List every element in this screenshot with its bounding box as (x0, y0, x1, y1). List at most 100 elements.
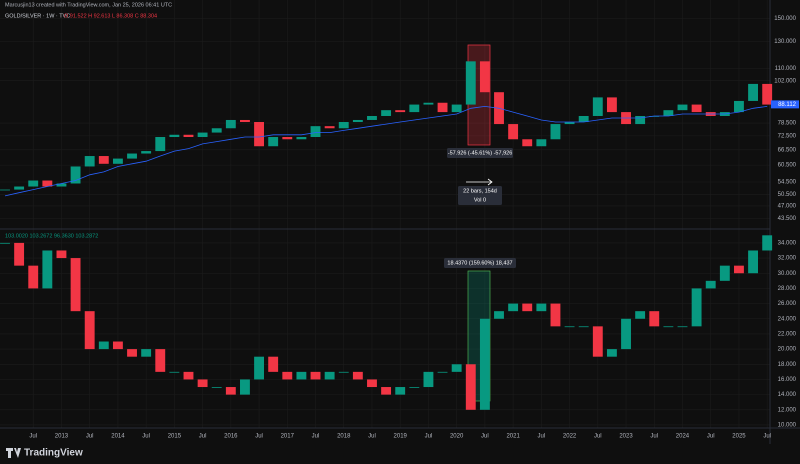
candle (578, 115, 589, 123)
candle (621, 318, 631, 350)
y-tick-label: 10.000 (778, 423, 797, 429)
indicator-values: 103.0020 103.2672 96.3630 103.2872 (5, 233, 98, 239)
candle (508, 303, 519, 312)
x-tick-label: 2014 (111, 434, 125, 440)
y-tick-label: 18.000 (778, 362, 797, 368)
candle (225, 387, 236, 395)
candle (84, 311, 95, 350)
ohlc: O 91.522 H 92.613 L 86.308 C 88.304 (64, 13, 157, 19)
candle (423, 371, 434, 388)
y-tick-label: 28.000 (778, 286, 797, 292)
candle (734, 265, 744, 274)
candle (352, 119, 363, 123)
x-tick-label: 2025 (732, 434, 746, 440)
candle (56, 250, 67, 259)
candle (268, 137, 279, 147)
y-tick-label: 30.000 (778, 271, 797, 277)
x-tick-label: 2013 (55, 434, 69, 440)
candle (112, 158, 123, 164)
candle (296, 137, 307, 140)
candle (677, 326, 688, 328)
candle (592, 97, 603, 116)
candle (550, 124, 561, 140)
x-tick-label: Jul (594, 434, 602, 440)
candle (409, 104, 420, 113)
candle (338, 371, 349, 373)
y-tick-label: 54.500 (778, 180, 797, 186)
x-tick-label: Jul (650, 434, 658, 440)
candle (536, 303, 547, 312)
y-tick-label: 26.000 (778, 301, 797, 307)
candle (254, 122, 264, 147)
candle (225, 119, 236, 129)
candle (649, 311, 660, 327)
candle (169, 134, 180, 138)
candle (352, 371, 363, 380)
candle (282, 371, 293, 380)
candle (240, 119, 250, 123)
candle (211, 387, 222, 388)
price-tag (771, 100, 799, 109)
candle (494, 311, 504, 319)
candle (127, 349, 137, 357)
candle (141, 349, 152, 357)
y-tick-label: 32.000 (778, 256, 797, 262)
x-tick-label: Jul (481, 434, 489, 440)
y-tick-label: 22.000 (778, 332, 797, 338)
logo (6, 448, 21, 458)
candle (691, 288, 702, 327)
candle (479, 61, 490, 93)
y-tick-label: 110.000 (775, 66, 797, 72)
candle (98, 341, 109, 350)
candle (310, 126, 321, 138)
symbol: GOLD/SILVER · 1W · TVC (5, 13, 70, 19)
x-tick-label: 2022 (563, 434, 577, 440)
candle (367, 115, 377, 120)
y-tick-label: 20.000 (778, 347, 797, 353)
candle (169, 371, 180, 373)
x-tick-label: 2018 (337, 434, 351, 440)
x-tick-label: Jul (142, 434, 150, 440)
candle (282, 137, 293, 140)
brand: TradingView (24, 448, 83, 459)
bars-label: 22 bars, 154d (463, 188, 497, 194)
x-tick-label: 2021 (506, 434, 520, 440)
candle (42, 180, 53, 187)
candle (734, 100, 744, 113)
y-tick-label: 14.000 (778, 392, 797, 398)
candle (14, 186, 25, 190)
candle (155, 137, 166, 152)
candle (606, 97, 617, 113)
x-tick-label: 2016 (224, 434, 238, 440)
measure-label: -57.926 (-45.61%) -57,926 (448, 150, 513, 156)
y-tick-label: 16.000 (778, 377, 797, 383)
candle (748, 250, 759, 274)
arrow (466, 178, 493, 186)
y-tick-label: 43.500 (778, 216, 797, 222)
x-tick-label: Jul (312, 434, 320, 440)
marks (0, 61, 773, 410)
candle (183, 371, 194, 380)
x-tick-label: Jul (707, 434, 715, 440)
candle (479, 318, 490, 410)
candle (197, 132, 208, 138)
x-tick-label: Jul (538, 434, 546, 440)
candle (367, 379, 377, 388)
candle (70, 258, 81, 312)
candle (0, 189, 10, 191)
candle (550, 303, 561, 327)
candle (762, 235, 773, 251)
candle (127, 153, 137, 159)
candle (465, 364, 476, 410)
candle (112, 341, 123, 350)
candle (719, 265, 730, 281)
candle (240, 379, 250, 395)
candle (465, 61, 476, 105)
candle (14, 242, 25, 266)
candle (606, 349, 617, 357)
candle (338, 122, 349, 129)
x-tick-label: Jul (199, 434, 207, 440)
credit: Marcusjin13 created with TradingView.com… (5, 2, 172, 8)
x-tick-label: Jul (368, 434, 376, 440)
candle (522, 303, 533, 312)
